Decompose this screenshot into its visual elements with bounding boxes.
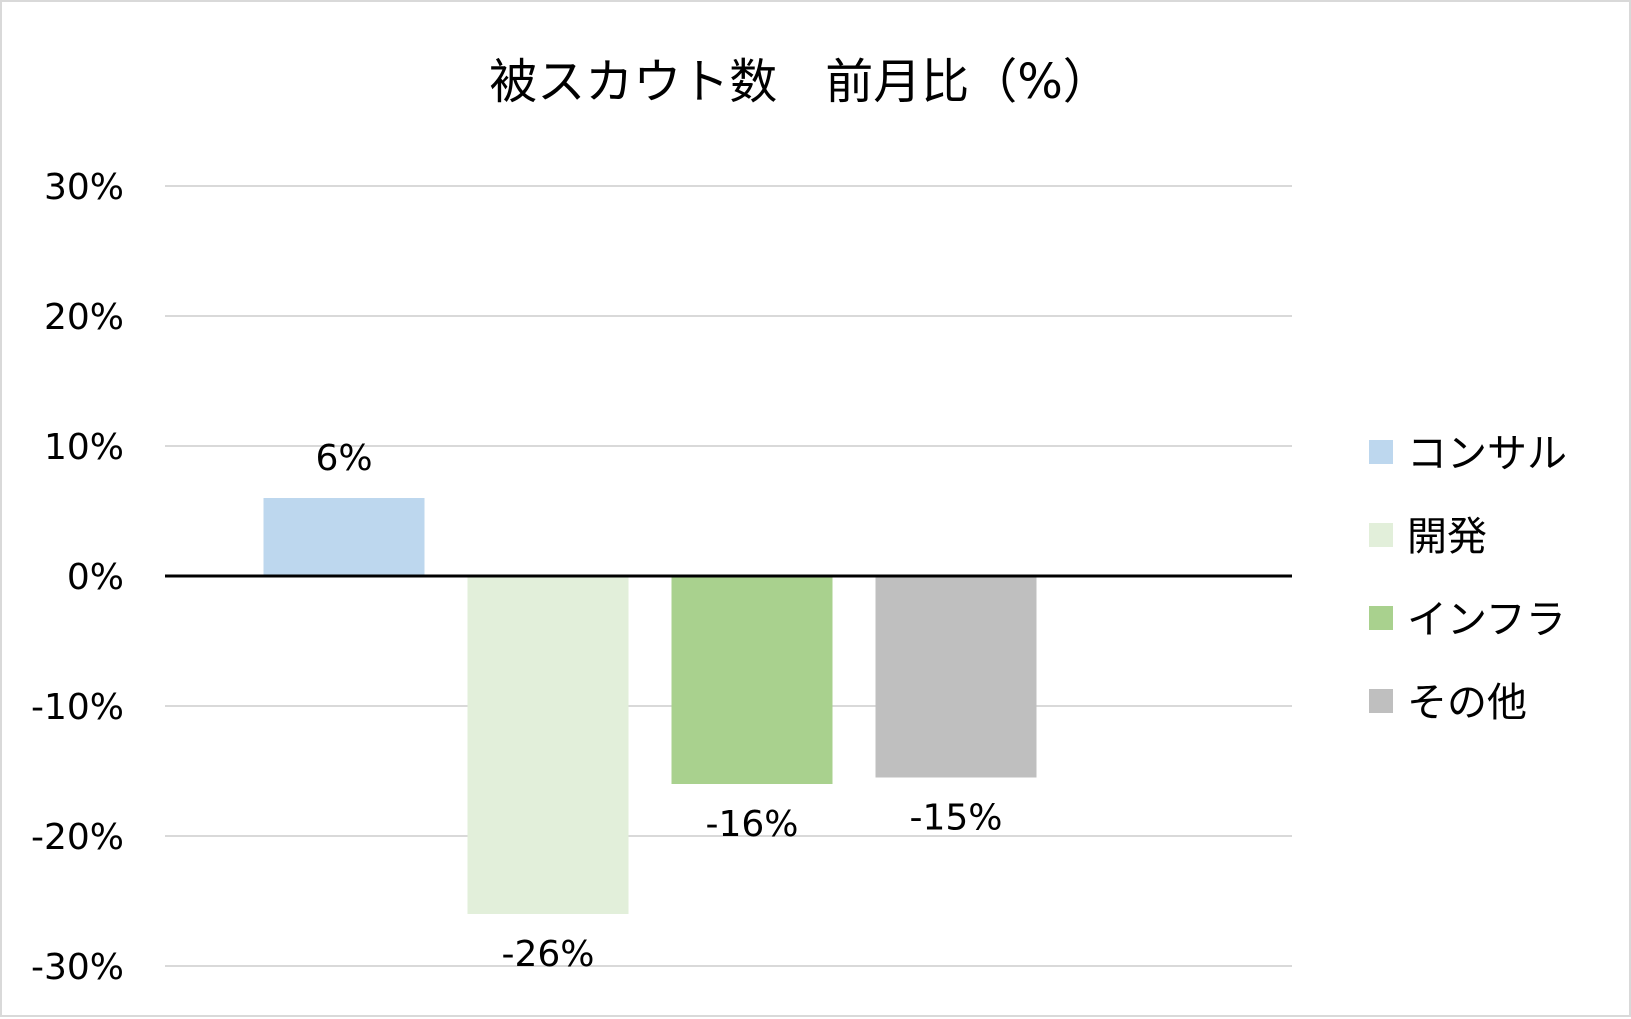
data-label: 6% (315, 438, 372, 479)
legend-label: その他 (1407, 680, 1527, 726)
data-labels: 6% -26% -16% -15% (315, 438, 1002, 975)
gridlines (165, 185, 1292, 967)
legend-swatch (1369, 523, 1393, 547)
y-tick-label: -10% (31, 687, 124, 728)
legend-swatch (1369, 440, 1393, 464)
data-label: -16% (705, 804, 798, 845)
bar (263, 498, 425, 576)
bars (263, 498, 1037, 914)
legend-label: インフラ (1407, 597, 1566, 643)
legend-swatch (1369, 606, 1393, 630)
y-tick-label: 10% (44, 427, 124, 468)
y-tick-label: 0% (67, 557, 124, 598)
y-tick-label: 20% (44, 297, 124, 338)
legend-label: 開発 (1407, 514, 1487, 560)
bar (875, 576, 1037, 778)
data-label: -15% (909, 798, 1002, 839)
data-label: -26% (501, 934, 594, 975)
legend-label: コンサル (1407, 431, 1567, 477)
y-axis-ticks: 30% 20% 10% 0% -10% -20% -30% (31, 167, 124, 988)
bar (671, 576, 833, 784)
y-tick-label: 30% (44, 167, 124, 208)
bar (467, 576, 629, 914)
legend-swatch (1369, 689, 1393, 713)
chart-title: 被スカウト数 前月比（%） (489, 54, 1111, 110)
y-tick-label: -20% (31, 817, 124, 858)
y-tick-label: -30% (31, 947, 124, 988)
